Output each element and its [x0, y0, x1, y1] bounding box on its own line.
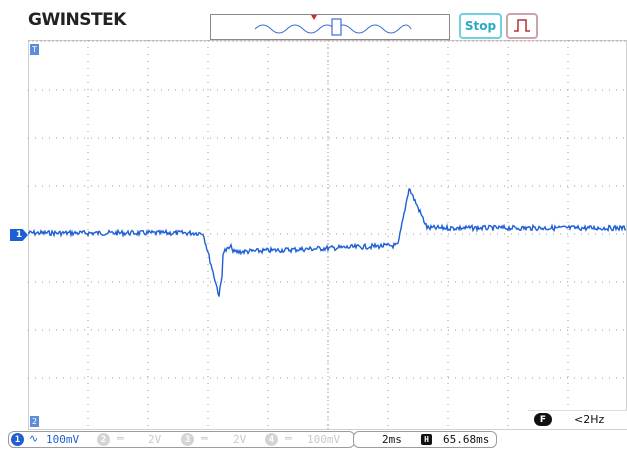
- brand-logo: GWINSTEK: [28, 10, 126, 30]
- channel3-indicator[interactable]: 3: [181, 433, 194, 446]
- channel1-waveform-trace: [28, 188, 627, 297]
- channel4-scale[interactable]: 100mV: [307, 433, 341, 446]
- channel2-dc-coupling-icon: ═: [117, 432, 124, 445]
- status-bar: 1 ∿ 100mV 2 ═ 2V 3 ═ 2V 4 ═ 100mV 2ms H …: [8, 431, 627, 448]
- waveform-overview-icon: [254, 15, 412, 36]
- horizontal-position-icon: H: [421, 434, 432, 445]
- channel1-indicator[interactable]: 1: [11, 433, 24, 446]
- channel1-ground-marker[interactable]: 1: [10, 229, 28, 241]
- channel2-indicator[interactable]: 2: [97, 433, 110, 446]
- run-stop-button[interactable]: Stop: [459, 13, 502, 39]
- frequency-value: <2Hz: [574, 413, 605, 426]
- timebase-value[interactable]: 2ms: [382, 433, 402, 446]
- channel2-ground-tag: 2: [30, 416, 39, 427]
- channel4-indicator[interactable]: 4: [265, 433, 278, 446]
- waveform-display[interactable]: [28, 40, 627, 430]
- scope-grid: [28, 40, 627, 430]
- trigger-position-tag: T: [30, 44, 39, 55]
- channel3-scale[interactable]: 2V: [233, 433, 247, 446]
- horizontal-position-value[interactable]: 65.68ms: [443, 433, 490, 446]
- timebase-group: 2ms H 65.68ms: [353, 431, 497, 448]
- channel3-dc-coupling-icon: ═: [201, 432, 208, 445]
- frequency-icon: F: [534, 413, 552, 426]
- channel4-dc-coupling-icon: ═: [285, 432, 292, 445]
- grid-border: [28, 40, 627, 430]
- channel-settings-group: 1 ∿ 100mV 2 ═ 2V 3 ═ 2V 4 ═ 100mV: [8, 431, 355, 448]
- channel1-ac-coupling-icon: ∿: [29, 432, 39, 445]
- trigger-type-button[interactable]: [506, 13, 538, 39]
- rising-edge-trigger-icon: [514, 19, 530, 32]
- channel2-scale[interactable]: 2V: [148, 433, 162, 446]
- waveform-overview-bar[interactable]: [210, 14, 450, 40]
- channel1-scale[interactable]: 100mV: [46, 433, 80, 446]
- frequency-readout: F <2Hz: [528, 410, 627, 429]
